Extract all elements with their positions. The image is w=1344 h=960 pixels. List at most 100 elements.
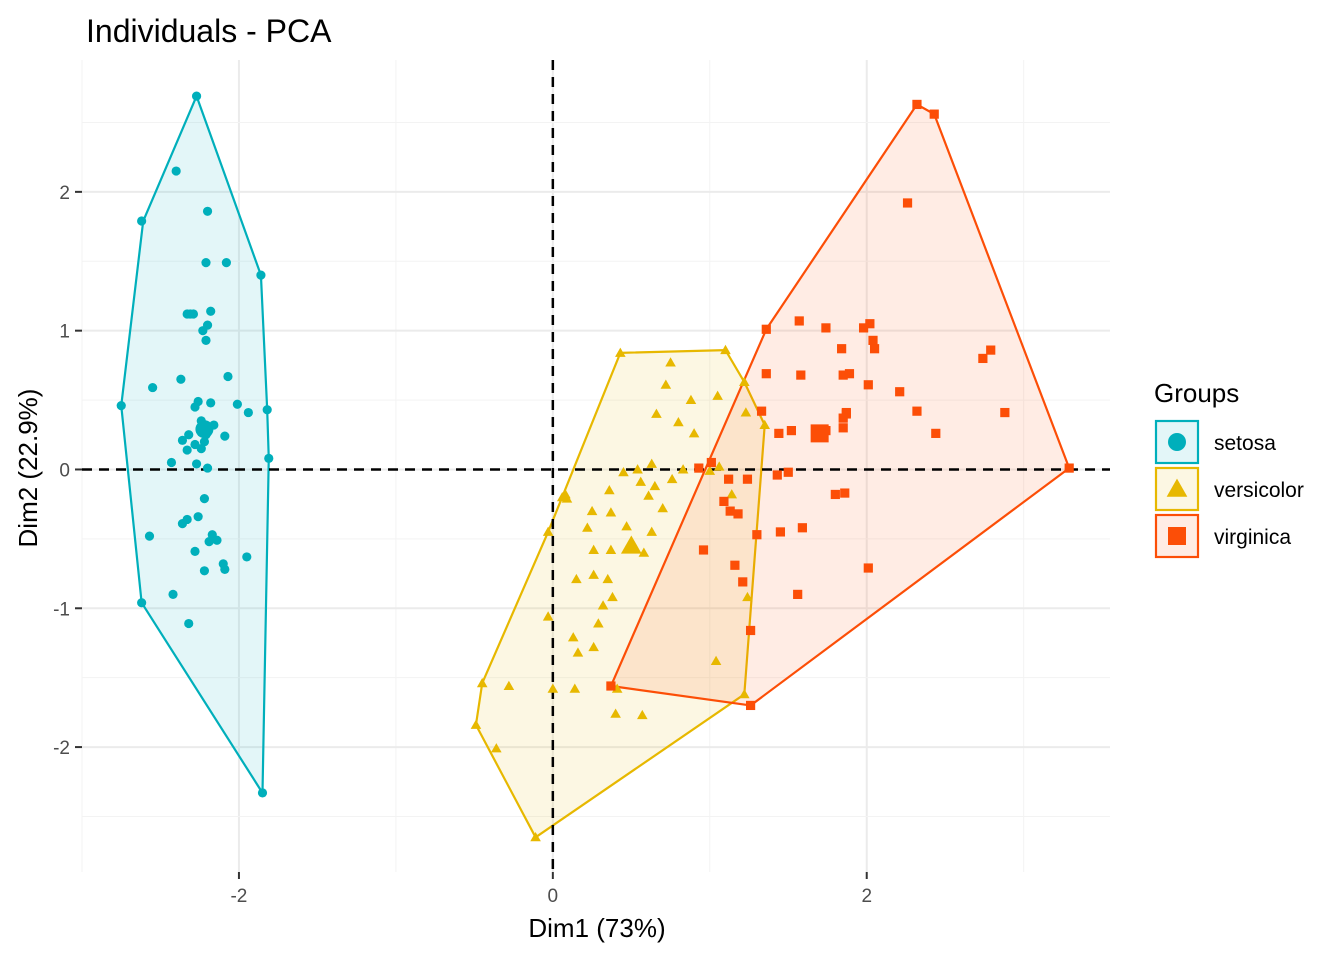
data-point-setosa xyxy=(264,453,274,463)
data-point-setosa xyxy=(184,430,194,440)
data-point-setosa xyxy=(223,371,233,382)
y-axis-title: Dim2 (22.9%) xyxy=(13,389,43,548)
data-point-setosa xyxy=(243,407,253,418)
y-tick-label: -2 xyxy=(53,738,70,759)
data-point-setosa xyxy=(201,258,211,268)
data-point-versicolor xyxy=(657,503,668,513)
data-point-virginica xyxy=(698,545,709,555)
data-point-virginica xyxy=(797,523,807,533)
data-point-versicolor xyxy=(605,507,617,517)
hull-versicolor xyxy=(474,348,766,839)
data-point-setosa xyxy=(193,512,203,522)
reference-lines xyxy=(82,60,1110,872)
y-tick-label: 1 xyxy=(59,322,70,343)
data-point-setosa xyxy=(232,399,242,409)
data-point-versicolor xyxy=(569,683,581,693)
data-point-setosa xyxy=(182,445,192,455)
data-point-virginica xyxy=(761,369,771,379)
data-point-versicolor xyxy=(571,573,582,584)
data-point-virginica xyxy=(844,369,855,379)
data-point-virginica xyxy=(730,560,740,570)
data-point-virginica xyxy=(865,319,875,329)
legend-label-virginica: virginica xyxy=(1214,526,1291,549)
data-point-setosa xyxy=(137,216,147,226)
y-tick-label: -1 xyxy=(53,599,70,620)
data-point-virginica xyxy=(1064,463,1074,473)
data-point-setosa xyxy=(188,309,199,319)
data-point-setosa xyxy=(204,537,214,547)
data-point-setosa xyxy=(177,519,188,529)
data-points xyxy=(116,91,1074,842)
data-point-versicolor xyxy=(542,526,554,536)
data-point-setosa xyxy=(171,166,181,176)
data-point-virginica xyxy=(752,530,762,540)
data-point-virginica xyxy=(761,324,771,334)
x-tick-label: 0 xyxy=(548,886,559,907)
data-point-versicolor xyxy=(597,600,609,610)
data-point-virginica xyxy=(724,474,734,484)
data-point-versicolor xyxy=(567,632,579,642)
data-point-versicolor xyxy=(586,505,598,516)
data-point-versicolor xyxy=(561,493,573,503)
data-point-virginica xyxy=(837,344,847,354)
data-point-setosa xyxy=(199,566,210,576)
data-point-versicolor xyxy=(673,416,684,427)
data-point-virginica xyxy=(895,387,905,397)
data-point-setosa xyxy=(137,598,147,608)
data-point-virginica xyxy=(838,370,848,380)
data-point-virginica xyxy=(742,474,753,484)
data-point-virginica xyxy=(606,681,616,691)
data-point-setosa xyxy=(242,552,252,562)
data-point-versicolor xyxy=(530,832,541,842)
chart-title: Individuals - PCA xyxy=(86,13,332,49)
data-point-setosa xyxy=(168,589,178,599)
data-point-versicolor xyxy=(588,569,599,579)
legend-marker-setosa xyxy=(1168,433,1186,451)
data-point-setosa xyxy=(199,437,210,447)
data-point-virginica xyxy=(706,457,716,468)
data-point-versicolor xyxy=(739,689,750,699)
data-point-setosa xyxy=(202,206,213,216)
data-point-virginica xyxy=(1000,407,1010,418)
data-point-virginica xyxy=(786,426,796,436)
data-point-versicolor xyxy=(646,526,658,536)
data-point-versicolor xyxy=(604,485,615,495)
legend-label-versicolor: versicolor xyxy=(1214,479,1304,502)
data-point-virginica xyxy=(694,463,704,473)
data-point-versicolor xyxy=(685,394,697,405)
data-point-virginica xyxy=(719,496,729,506)
data-point-virginica xyxy=(725,506,735,516)
x-tick-label: -2 xyxy=(230,886,247,907)
data-point-setosa xyxy=(262,405,272,415)
data-point-virginica xyxy=(929,109,939,119)
data-point-virginica xyxy=(794,316,804,326)
data-point-versicolor xyxy=(607,591,618,602)
data-point-virginica xyxy=(733,509,743,519)
data-point-setosa xyxy=(199,494,210,504)
data-point-virginica xyxy=(821,323,831,333)
plot-panel xyxy=(81,60,1110,872)
data-point-versicolor xyxy=(588,641,599,652)
data-point-versicolor xyxy=(582,522,593,532)
data-point-versicolor xyxy=(602,573,614,584)
hulls xyxy=(120,94,1071,839)
data-point-versicolor xyxy=(470,719,482,729)
data-point-versicolor xyxy=(677,464,689,474)
data-point-versicolor xyxy=(688,428,700,438)
data-point-virginica xyxy=(775,527,786,537)
data-point-setosa xyxy=(220,431,230,441)
data-point-virginica xyxy=(774,428,784,438)
data-point-versicolor xyxy=(542,611,554,621)
data-point-virginica xyxy=(793,589,803,599)
legend-label-setosa: setosa xyxy=(1214,432,1276,455)
data-point-virginica xyxy=(783,467,793,477)
data-point-setosa xyxy=(184,618,194,629)
legend: Groups setosa versicolor virginica xyxy=(1154,378,1304,559)
data-point-setosa xyxy=(202,463,213,473)
data-point-versicolor xyxy=(643,490,654,500)
data-point-versicolor xyxy=(637,709,648,720)
data-point-virginica xyxy=(912,99,922,110)
data-point-setosa xyxy=(191,91,202,101)
data-point-virginica xyxy=(902,198,913,208)
